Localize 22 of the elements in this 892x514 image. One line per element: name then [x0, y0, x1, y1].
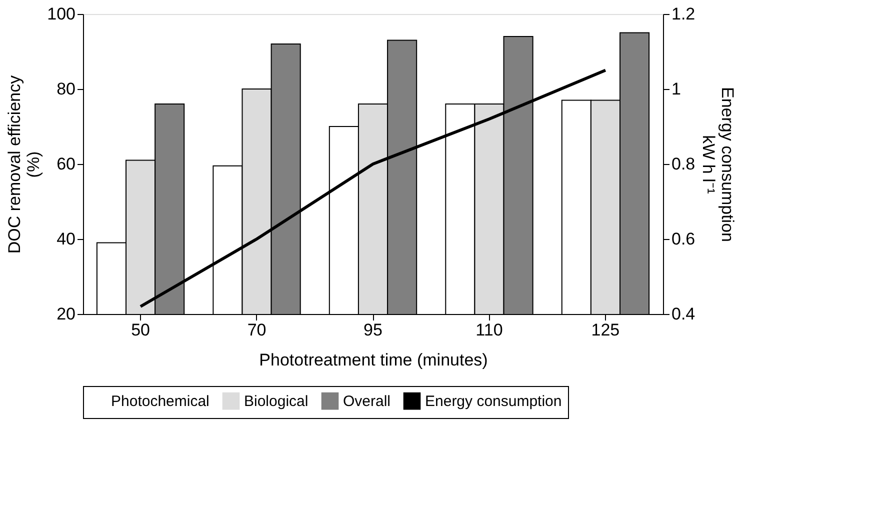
- x-tick-label: 50: [131, 320, 150, 340]
- y-tick-label: 20: [56, 304, 76, 324]
- x-axis-title: Phototreatment time (minutes): [259, 350, 488, 370]
- y2-tick-label: 1: [672, 80, 681, 98]
- series-label: Photochemical: [111, 393, 210, 410]
- y-tick-label: 40: [56, 230, 76, 248]
- y2-tick-label: 0.8: [672, 154, 696, 174]
- y2-axis-title: Energy consumption kW h l⁻¹: [699, 87, 738, 242]
- x-tick-label: 95: [364, 320, 382, 340]
- y-tick-label: 60: [56, 154, 76, 174]
- legend-label: Biological: [244, 393, 308, 410]
- y-tick-label: 100: [47, 4, 76, 24]
- y2-tick-label: 0.4: [672, 304, 696, 324]
- y2-tick-label: 0.6: [672, 230, 696, 248]
- legend-label: Overall: [343, 393, 391, 410]
- y2-tick-label: 1.2: [672, 4, 696, 24]
- legend-label: Energy consumption: [425, 393, 562, 410]
- y-tick-label: 80: [56, 80, 76, 98]
- x-tick-label: 70: [247, 320, 266, 340]
- x-tick-label: 125: [591, 320, 620, 340]
- x-tick-label: 110: [476, 320, 503, 340]
- y-axis-title: DOC removal efficiency (%): [5, 74, 44, 254]
